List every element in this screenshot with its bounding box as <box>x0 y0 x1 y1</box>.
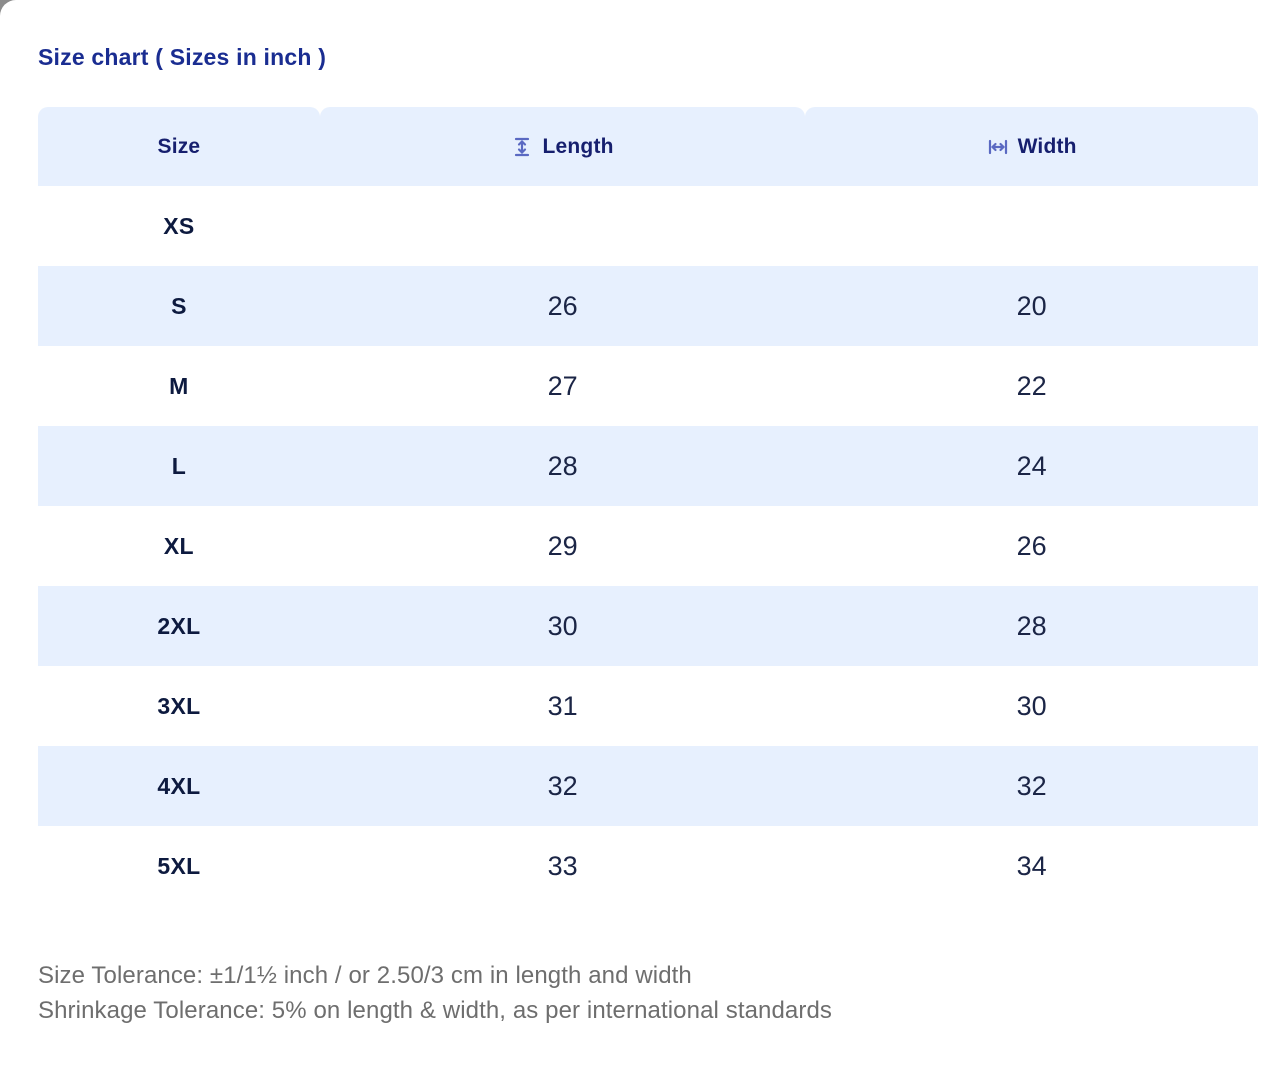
table-body: XS S 26 20 M 27 22 L 28 24 XL 29 26 2XL … <box>38 186 1258 906</box>
table-row: 5XL 33 34 <box>38 826 1258 906</box>
tolerance-notes: Size Tolerance: ±1/1½ inch / or 2.50/3 c… <box>38 962 1258 1025</box>
size-cell: XS <box>163 212 195 239</box>
size-cell: 2XL <box>157 612 201 639</box>
length-cell: 26 <box>547 290 578 321</box>
length-cell: 32 <box>547 770 578 801</box>
table-row: 2XL 30 28 <box>38 586 1258 666</box>
table-row: XL 29 26 <box>38 506 1258 586</box>
length-cell: 28 <box>547 450 578 481</box>
size-cell: L <box>171 452 187 479</box>
column-header-size: Size <box>38 107 320 186</box>
table-row: 3XL 31 30 <box>38 666 1258 746</box>
size-cell: 4XL <box>157 772 201 799</box>
table-header-row: Size Length <box>38 107 1258 186</box>
size-cell: XL <box>163 532 194 559</box>
width-measure-icon <box>987 136 1009 158</box>
width-cell: 28 <box>1016 610 1047 641</box>
page-title: Size chart ( Sizes in inch ) <box>38 44 327 70</box>
length-cell: 29 <box>547 530 578 561</box>
length-cell <box>320 186 806 266</box>
table-row: 4XL 32 32 <box>38 746 1258 826</box>
column-header-width: Width <box>805 107 1258 186</box>
size-cell: 3XL <box>157 692 201 719</box>
width-cell: 24 <box>1016 450 1047 481</box>
size-tolerance-note: Size Tolerance: ±1/1½ inch / or 2.50/3 c… <box>38 962 692 989</box>
size-cell: 5XL <box>157 852 201 879</box>
width-cell: 22 <box>1016 370 1047 401</box>
column-header-size-label: Size <box>157 134 201 158</box>
table-row: S 26 20 <box>38 266 1258 346</box>
size-cell: M <box>169 372 189 399</box>
column-header-width-label: Width <box>1017 134 1077 158</box>
column-header-length-label: Length <box>542 134 614 158</box>
length-measure-icon <box>511 136 533 158</box>
length-cell: 31 <box>547 690 578 721</box>
length-cell: 33 <box>547 850 578 881</box>
table-row: M 27 22 <box>38 346 1258 426</box>
size-chart-table: Size Length <box>38 107 1258 906</box>
shrinkage-tolerance-note: Shrinkage Tolerance: 5% on length & widt… <box>38 997 833 1024</box>
width-cell: 20 <box>1016 290 1047 321</box>
width-cell: 26 <box>1016 530 1047 561</box>
size-cell: S <box>171 292 187 319</box>
length-cell: 27 <box>547 370 578 401</box>
length-cell: 30 <box>547 610 578 641</box>
width-cell: 32 <box>1016 770 1047 801</box>
width-cell: 30 <box>1016 690 1047 721</box>
table-row: XS <box>38 186 1258 266</box>
width-cell: 34 <box>1016 850 1047 881</box>
table-row: L 28 24 <box>38 426 1258 506</box>
column-header-length: Length <box>319 107 806 186</box>
width-cell <box>805 186 1258 266</box>
